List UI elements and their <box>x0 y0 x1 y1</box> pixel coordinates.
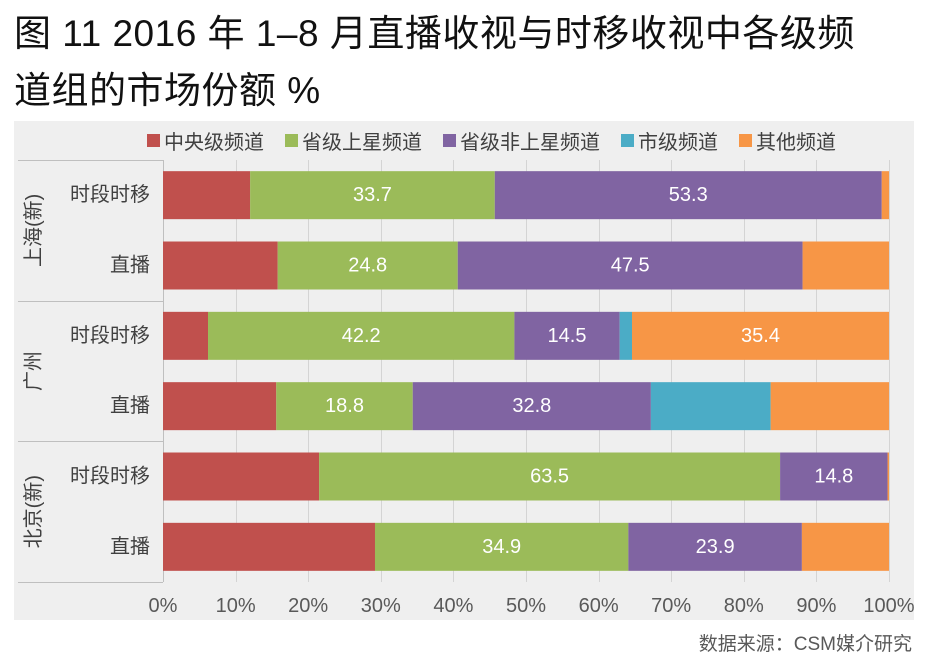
bar-provincial-non-satellite-shanghai-live <box>457 241 803 290</box>
legend-swatch-municipal <box>621 133 634 147</box>
x-tick-label-60: 60% <box>579 595 619 617</box>
legend-item-municipal: 市级频道 <box>621 126 718 155</box>
data-label-provincial-non-satellite-guangzhou-time-shift: 14.5 <box>548 325 587 347</box>
x-tick-label-0: 0% <box>149 595 178 617</box>
legend-swatch-central <box>147 133 160 147</box>
bar-other-guangzhou-live <box>770 382 889 431</box>
category-label-shanghai-time-shift: 时段时移 <box>70 183 150 206</box>
category-label-beijing-time-shift: 时段时移 <box>70 465 150 488</box>
bar-other-guangzhou-time-shift <box>631 311 889 360</box>
x-tick-label-40: 40% <box>433 595 473 617</box>
chart-title-line-1: 图 11 2016 年 1–8 月直播收视与时移收视中各级频 <box>14 13 855 54</box>
bar-central-beijing-time-shift <box>163 452 320 501</box>
data-label-other-guangzhou-time-shift: 35.4 <box>741 325 780 347</box>
legend-swatch-provincial-satellite <box>285 133 298 147</box>
legend-label-provincial-non-satellite: 省级非上星频道 <box>460 131 600 154</box>
legend-swatch-provincial-non-satellite <box>443 133 456 147</box>
bar-central-guangzhou-time-shift <box>163 311 209 360</box>
legend-item-central: 中央级频道 <box>147 126 264 155</box>
legend-label-municipal: 市级频道 <box>638 131 718 154</box>
x-tick-label-20: 20% <box>288 595 328 617</box>
data-label-provincial-non-satellite-guangzhou-live: 32.8 <box>512 395 551 417</box>
data-label-provincial-satellite-beijing-live: 34.9 <box>482 536 521 558</box>
bar-other-shanghai-time-shift <box>881 171 889 220</box>
category-label-beijing-live: 直播 <box>110 535 150 558</box>
x-tick-label-70: 70% <box>651 595 691 617</box>
bar-provincial-satellite-shanghai-live <box>277 241 458 290</box>
chart-title-line-2: 道组的市场份额 % <box>14 70 321 111</box>
legend-label-central: 中央级频道 <box>164 131 264 154</box>
legend-swatch-other <box>739 133 752 147</box>
group-label-beijing: 北京(新) <box>22 475 45 548</box>
bar-central-guangzhou-live <box>163 382 277 431</box>
x-tick-label-80: 80% <box>724 595 764 617</box>
bar-other-shanghai-live <box>802 241 889 290</box>
data-label-provincial-satellite-guangzhou-live: 18.8 <box>325 395 364 417</box>
bar-provincial-non-satellite-guangzhou-live <box>412 382 651 431</box>
bar-provincial-satellite-beijing-time-shift <box>319 452 781 501</box>
bar-provincial-non-satellite-beijing-live <box>628 522 802 571</box>
data-label-provincial-satellite-beijing-time-shift: 63.5 <box>530 466 569 488</box>
group-label-guangzhou: 广州 <box>22 351 45 391</box>
legend-item-other: 其他频道 <box>739 126 836 155</box>
group-label-shanghai: 上海(新) <box>22 194 45 267</box>
x-tick-label-100: 100% <box>863 595 914 617</box>
data-label-provincial-non-satellite-shanghai-time-shift: 53.3 <box>669 184 708 206</box>
data-label-provincial-satellite-shanghai-time-shift: 33.7 <box>353 184 392 206</box>
category-label-guangzhou-time-shift: 时段时移 <box>70 324 150 347</box>
source-note: 数据来源：CSM媒介研究 <box>698 634 912 655</box>
bar-other-beijing-live <box>801 522 889 571</box>
bar-municipal-guangzhou-live <box>650 382 771 431</box>
x-tick-label-10: 10% <box>216 595 256 617</box>
data-label-provincial-non-satellite-shanghai-live: 47.5 <box>611 255 650 277</box>
x-tick-label-50: 50% <box>506 595 546 617</box>
category-label-guangzhou-live: 直播 <box>110 394 150 417</box>
data-label-provincial-non-satellite-beijing-time-shift: 14.8 <box>814 466 853 488</box>
data-label-provincial-satellite-shanghai-live: 24.8 <box>348 255 387 277</box>
legend-label-other: 其他频道 <box>756 131 836 154</box>
bar-central-shanghai-live <box>163 241 278 290</box>
bar-provincial-satellite-shanghai-time-shift <box>250 171 495 220</box>
bar-provincial-satellite-guangzhou-time-shift <box>208 311 515 360</box>
bar-provincial-satellite-guangzhou-live <box>276 382 413 431</box>
bar-central-shanghai-time-shift <box>163 171 251 220</box>
data-label-provincial-non-satellite-beijing-live: 23.9 <box>696 536 735 558</box>
bar-provincial-non-satellite-beijing-time-shift <box>780 452 888 501</box>
legend-item-provincial-satellite: 省级上星频道 <box>285 126 422 155</box>
bar-central-beijing-live <box>163 522 375 571</box>
bar-municipal-guangzhou-time-shift <box>619 311 632 360</box>
bar-other-beijing-time-shift <box>887 452 889 501</box>
legend: 中央级频道 省级上星频道 省级非上星频道 市级频道 其他频道 <box>147 126 836 155</box>
legend-label-provincial-satellite: 省级上星频道 <box>302 131 422 154</box>
x-tick-label-30: 30% <box>361 595 401 617</box>
data-label-provincial-satellite-guangzhou-time-shift: 42.2 <box>342 325 381 347</box>
bar-provincial-non-satellite-shanghai-time-shift <box>494 171 882 220</box>
bar-provincial-non-satellite-guangzhou-time-shift <box>514 311 620 360</box>
legend-item-provincial-non-satellite: 省级非上星频道 <box>443 126 600 155</box>
category-label-shanghai-live: 直播 <box>110 254 150 277</box>
bar-provincial-satellite-beijing-live <box>374 522 629 571</box>
x-tick-label-90: 90% <box>796 595 836 617</box>
